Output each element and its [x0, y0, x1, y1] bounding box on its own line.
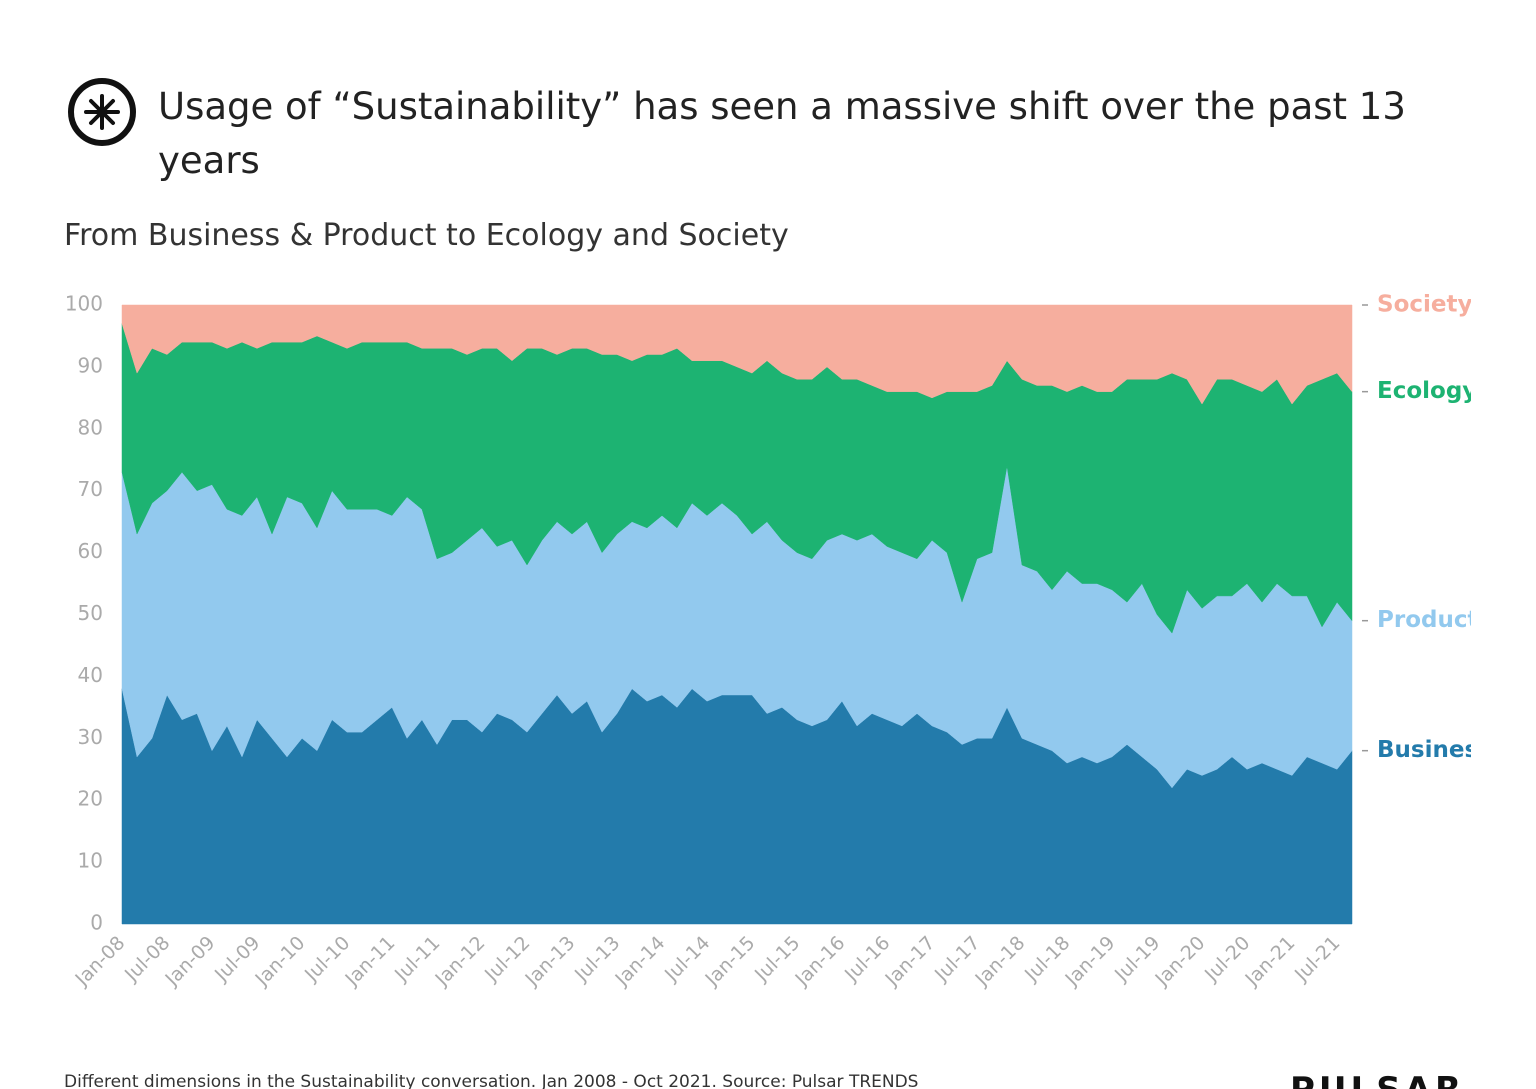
chart-title: Usage of “Sustainability” has seen a mas… — [158, 85, 1406, 182]
y-tick-label: 70 — [78, 477, 103, 501]
x-tick-label: Jan-18 — [971, 932, 1030, 991]
y-tick-label: 80 — [78, 415, 103, 439]
x-tick-label: Jan-08 — [71, 932, 130, 991]
source-note: Different dimensions in the Sustainabili… — [64, 1072, 919, 1089]
y-tick-label: 40 — [78, 663, 103, 687]
logo-icon — [68, 78, 136, 146]
y-tick-label: 0 — [90, 911, 103, 935]
y-tick-label: 90 — [78, 353, 103, 377]
y-tick-label: 30 — [78, 725, 103, 749]
x-tick-label: Jan-21 — [1241, 932, 1300, 991]
legend-label: Ecology — [1377, 378, 1477, 404]
area — [121, 304, 1353, 405]
x-tick-label: Jan-19 — [1061, 932, 1120, 991]
x-tick-label: Jan-12 — [431, 932, 490, 991]
x-tick-label: Jan-20 — [1151, 932, 1210, 991]
x-tick-label: Jul-21 — [1290, 932, 1344, 986]
y-tick-label: 20 — [78, 787, 103, 811]
x-tick-label: Jan-13 — [521, 932, 580, 991]
y-tick-label: 60 — [78, 539, 103, 563]
chart-subtitle: From Business & Product to Ecology and S… — [64, 218, 789, 253]
x-tick-label: Jan-10 — [251, 932, 310, 991]
x-tick-label: Jan-17 — [881, 932, 940, 991]
x-tick-label: Jan-14 — [611, 932, 670, 991]
legend-label: Product — [1377, 607, 1478, 633]
legend-label: Society — [1377, 292, 1472, 318]
y-tick-label: 10 — [78, 849, 103, 873]
y-tick-label: 100 — [65, 292, 103, 316]
brand-logo: PULSAR — [1290, 1070, 1465, 1089]
chart: 0102030405060708090100BusinessProductEco… — [64, 280, 1536, 991]
legend-mask — [1471, 280, 1536, 800]
x-tick-label: Jan-11 — [341, 932, 400, 991]
x-tick-label: Jan-15 — [701, 932, 760, 991]
x-tick-label: Jan-16 — [791, 932, 850, 991]
x-tick-label: Jan-09 — [161, 932, 220, 991]
y-tick-label: 50 — [78, 601, 103, 625]
